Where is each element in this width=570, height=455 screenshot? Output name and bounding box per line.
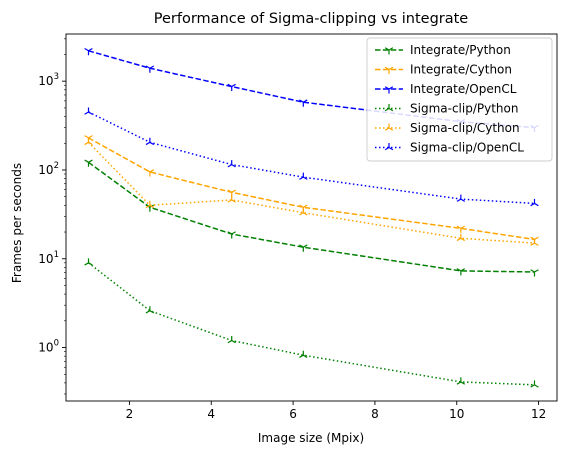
data-point-0-4	[456, 268, 466, 276]
data-point-3-3	[299, 350, 308, 358]
x-tick-label-2: 6	[289, 407, 297, 421]
series-line-3	[88, 262, 535, 386]
legend-box	[366, 37, 553, 162]
y-tick-label-1: 101	[38, 250, 59, 266]
legend-marker-0	[384, 47, 394, 55]
legend-marker-2	[384, 86, 394, 94]
axes: 2 4 6 8 10 12 100 101 102 103	[38, 33, 558, 421]
legend-label-3: Sigma-clip/Python	[410, 102, 518, 116]
data-point-5-4	[456, 194, 466, 202]
x-axis-label: Image size (Mpix)	[258, 431, 364, 445]
legend-label-5: Sigma-clip/OpenCL	[410, 141, 524, 155]
data-point-3-0	[84, 258, 93, 266]
data-point-5-0	[84, 107, 93, 115]
data-point-2-2	[227, 83, 236, 92]
data-point-4-3	[299, 208, 308, 216]
y-tick-label-0: 100	[38, 339, 59, 355]
data-point-3-2	[227, 336, 236, 344]
legend-label-4: Sigma-clip/Cython	[410, 121, 520, 135]
data-point-2-0	[84, 48, 93, 56]
legend-label-2: Integrate/OpenCL	[410, 82, 517, 96]
data-point-4-5	[530, 238, 539, 246]
x-tick-label-4: 10	[449, 407, 464, 421]
legend-marker-4	[384, 123, 394, 131]
data-point-0-0	[84, 159, 93, 167]
plot-frame	[65, 33, 558, 402]
data-point-4-4	[456, 233, 466, 242]
x-tick-label-5: 12	[531, 407, 546, 421]
data-point-4-0	[84, 137, 93, 146]
legend-marker-3	[384, 104, 394, 112]
x-tick-label-0: 2	[126, 407, 134, 421]
data-point-5-5	[530, 198, 539, 207]
data-point-3-4	[456, 377, 466, 385]
series-line-0	[88, 161, 535, 273]
data-point-0-5	[530, 269, 539, 277]
legend-marker-5	[384, 143, 394, 151]
series-line-4	[87, 141, 535, 244]
legend-marker-1	[384, 66, 394, 74]
data-point-0-2	[227, 231, 236, 239]
y-tick-label-3: 103	[38, 72, 59, 88]
chart-title: Performance of Sigma-clipping vs integra…	[154, 11, 469, 27]
y-axis-label: Frames per seconds	[10, 163, 24, 283]
data-point-0-3	[299, 244, 308, 252]
legend: Integrate/Python Integrate/Cython Integrat…	[366, 37, 553, 162]
legend-label-1: Integrate/Cython	[410, 63, 512, 77]
data-point-5-2	[227, 160, 236, 168]
data-point-4-1	[145, 200, 155, 209]
x-tick-label-1: 4	[207, 407, 215, 421]
data-point-4-2	[227, 195, 236, 203]
y-tick-label-2: 102	[38, 161, 59, 177]
data-point-3-1	[145, 306, 155, 314]
data-point-2-3	[299, 99, 308, 107]
series-line-5	[88, 111, 535, 205]
data-point-1-1	[145, 169, 155, 177]
data-point-1-4	[456, 225, 466, 233]
data-point-5-1	[145, 137, 155, 146]
legend-label-0: Integrate/Python	[410, 43, 511, 57]
x-tick-label-3: 8	[371, 407, 379, 421]
data-point-2-1	[145, 65, 155, 73]
data-point-3-5	[530, 380, 539, 388]
series-line-1	[88, 137, 535, 241]
data-point-5-3	[299, 172, 308, 180]
